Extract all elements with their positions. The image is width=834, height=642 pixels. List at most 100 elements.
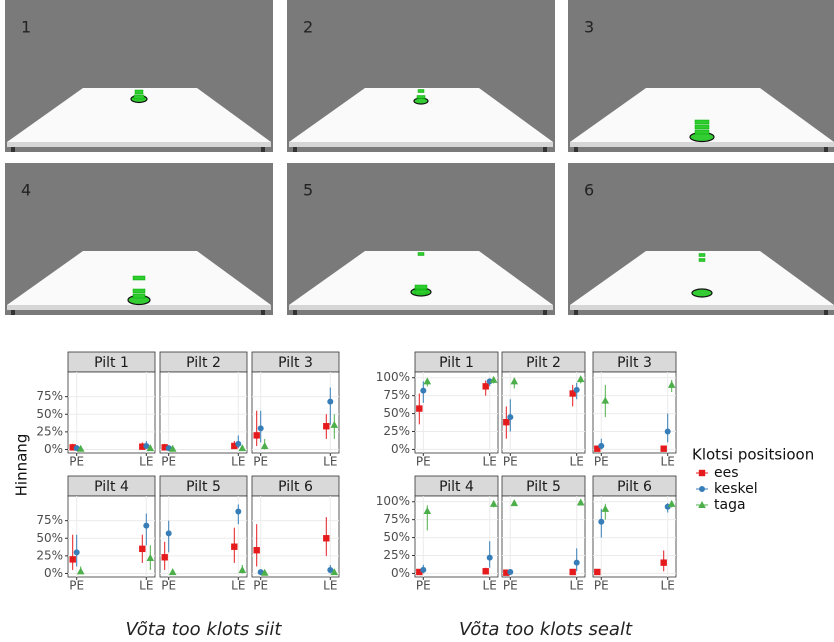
table-leg: [11, 310, 15, 315]
point: [235, 441, 241, 447]
block: [418, 90, 424, 93]
table-edge: [7, 305, 271, 310]
table-leg: [293, 310, 297, 315]
block: [418, 253, 424, 256]
legend-key: [699, 470, 705, 476]
block: [133, 289, 145, 293]
x-tick-label: PE: [69, 455, 84, 469]
point: [162, 554, 168, 560]
block: [699, 259, 705, 262]
panel: [160, 372, 247, 453]
y-tick-label: 75%: [383, 512, 410, 526]
table-edge: [570, 305, 834, 310]
y-tick-label: 0%: [391, 442, 410, 456]
strip-title: Pilt 4: [439, 479, 474, 495]
block: [695, 130, 709, 134]
scene-label: 6: [584, 181, 594, 200]
strip-title: Pilt 1: [439, 355, 474, 371]
point: [323, 423, 329, 429]
table-edge: [289, 142, 553, 147]
caption: Võta too klots siit: [126, 619, 283, 640]
y-tick-label: 25%: [383, 548, 410, 562]
point: [231, 544, 237, 550]
strip-title: Pilt 3: [278, 355, 313, 371]
table-edge: [289, 305, 553, 310]
x-tick-label: LE: [139, 579, 153, 593]
x-tick-label: PE: [253, 579, 268, 593]
block: [134, 95, 144, 99]
block: [695, 125, 709, 129]
point: [258, 425, 264, 431]
table-leg: [824, 147, 828, 152]
table-leg: [261, 147, 265, 152]
y-tick-label: 0%: [44, 442, 63, 456]
y-tick-label: 100%: [376, 494, 410, 508]
table-leg: [824, 310, 828, 315]
y-tick-label: 100%: [376, 370, 410, 384]
y-tick-label: 75%: [36, 389, 63, 403]
legend-label: keskel: [714, 481, 758, 497]
point: [323, 535, 329, 541]
table-edge: [570, 142, 834, 147]
y-tick-label: 0%: [391, 566, 410, 580]
x-tick-label: PE: [69, 579, 84, 593]
panel: [502, 496, 585, 577]
legend-title: Klotsi positsioon: [692, 446, 814, 464]
y-tick-label: 25%: [383, 424, 410, 438]
point: [487, 555, 493, 561]
x-tick-label: LE: [323, 579, 337, 593]
point: [420, 388, 426, 394]
x-tick-label: PE: [503, 455, 518, 469]
x-tick-label: PE: [416, 579, 431, 593]
strip-title: Pilt 5: [186, 479, 221, 495]
x-tick-label: LE: [483, 579, 497, 593]
x-tick-label: LE: [661, 579, 675, 593]
y-tick-label: 25%: [36, 424, 63, 438]
scene-label: 3: [584, 18, 594, 37]
table-edge: [7, 142, 271, 147]
point: [594, 569, 600, 575]
point: [574, 560, 580, 566]
table-leg: [574, 147, 578, 152]
block: [415, 290, 427, 294]
point: [483, 383, 489, 389]
block: [135, 90, 143, 94]
x-tick-label: PE: [503, 579, 518, 593]
table-leg: [543, 310, 547, 315]
block: [415, 285, 427, 289]
y-tick-label: 25%: [36, 548, 63, 562]
x-tick-label: PE: [416, 455, 431, 469]
y-tick-label: 75%: [383, 388, 410, 402]
x-tick-label: LE: [661, 455, 675, 469]
scene-label: 2: [303, 18, 313, 37]
strip-title: Pilt 2: [526, 355, 561, 371]
block: [417, 96, 425, 99]
block: [695, 120, 709, 124]
point: [661, 445, 667, 451]
point: [483, 568, 489, 574]
point: [327, 399, 333, 405]
scene-label: 5: [303, 181, 313, 200]
point: [503, 419, 509, 425]
y-tick-label: 50%: [383, 530, 410, 544]
y-tick-label: 0%: [44, 566, 63, 580]
point: [235, 508, 241, 514]
x-tick-label: PE: [594, 455, 609, 469]
strip-title: Pilt 6: [278, 479, 313, 495]
x-tick-label: PE: [253, 455, 268, 469]
table-leg: [543, 147, 547, 152]
x-tick-label: LE: [570, 455, 584, 469]
point: [143, 523, 149, 529]
x-tick-label: LE: [231, 455, 245, 469]
point: [70, 556, 76, 562]
strip-title: Pilt 4: [94, 479, 129, 495]
point: [416, 405, 422, 411]
point: [507, 569, 513, 575]
block: [133, 294, 145, 298]
block-marker: [692, 289, 712, 297]
figure: 123456Pilt 10%25%50%75%PELEPilt 2PELEPil…: [0, 0, 834, 642]
point: [166, 530, 172, 536]
strip-title: Pilt 5: [526, 479, 561, 495]
strip-title: Pilt 3: [617, 355, 652, 371]
table-leg: [293, 147, 297, 152]
